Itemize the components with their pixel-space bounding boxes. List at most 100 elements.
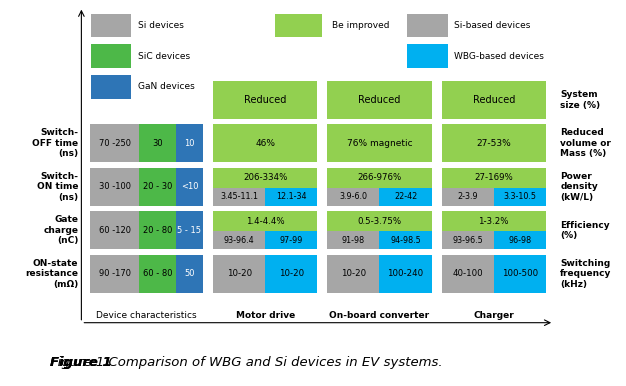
- Text: 96-98: 96-98: [508, 236, 531, 245]
- Bar: [494, 255, 546, 293]
- Text: 1.4-4.4%: 1.4-4.4%: [246, 217, 285, 226]
- Text: 27-169%: 27-169%: [475, 173, 513, 182]
- Bar: [213, 168, 317, 188]
- Text: 266-976%: 266-976%: [357, 173, 402, 182]
- Text: On-board converter: On-board converter: [329, 312, 429, 320]
- Bar: [90, 211, 140, 249]
- Text: 20 - 30: 20 - 30: [143, 182, 172, 191]
- Text: 60 - 80: 60 - 80: [143, 269, 172, 278]
- Text: GaN devices: GaN devices: [138, 82, 195, 91]
- Bar: [441, 188, 494, 206]
- Text: 5 - 15: 5 - 15: [177, 226, 202, 235]
- Bar: [176, 255, 203, 293]
- Text: 206-334%: 206-334%: [243, 173, 287, 182]
- Bar: [265, 255, 317, 293]
- Bar: [327, 255, 379, 293]
- Text: Switch-
OFF time
(ns): Switch- OFF time (ns): [32, 129, 78, 158]
- Bar: [327, 231, 379, 249]
- Text: WBG-based devices: WBG-based devices: [454, 52, 544, 61]
- Bar: [90, 168, 140, 206]
- Text: 76% magnetic: 76% magnetic: [347, 139, 413, 148]
- Bar: [90, 124, 140, 163]
- Text: Switch-
ON time
(ns): Switch- ON time (ns): [37, 172, 78, 202]
- Bar: [265, 188, 317, 206]
- Text: 93-96.4: 93-96.4: [224, 236, 255, 245]
- Text: 46%: 46%: [255, 139, 275, 148]
- Bar: [140, 124, 176, 163]
- Text: 10-20: 10-20: [279, 269, 304, 278]
- Bar: [176, 211, 203, 249]
- Bar: [379, 231, 431, 249]
- Text: Be improved: Be improved: [332, 21, 389, 30]
- Text: 12.1-34: 12.1-34: [276, 192, 307, 201]
- Text: 91-98: 91-98: [342, 236, 365, 245]
- Bar: [441, 168, 546, 188]
- Text: <10: <10: [181, 182, 198, 191]
- Bar: [441, 81, 546, 119]
- Text: Switching
frequency
(kHz): Switching frequency (kHz): [560, 259, 612, 289]
- Text: ON-state
resistance
(mΩ): ON-state resistance (mΩ): [25, 259, 78, 289]
- Text: Figure 1 Comparison of WBG and Si devices in EV systems.: Figure 1 Comparison of WBG and Si device…: [50, 356, 443, 369]
- Bar: [327, 168, 431, 188]
- Text: 27-53%: 27-53%: [476, 139, 511, 148]
- Text: 3.3-10.5: 3.3-10.5: [503, 192, 536, 201]
- Text: 20 - 80: 20 - 80: [143, 226, 172, 235]
- Bar: [213, 81, 317, 119]
- Text: 2-3.9: 2-3.9: [458, 192, 478, 201]
- Bar: [407, 14, 448, 37]
- Bar: [379, 255, 431, 293]
- Text: Figure 1: Figure 1: [50, 356, 112, 369]
- Text: 3.45-11.1: 3.45-11.1: [220, 192, 258, 201]
- Text: Figure 1: Figure 1: [50, 356, 112, 369]
- Text: 10: 10: [184, 139, 195, 148]
- Text: Motor drive: Motor drive: [235, 312, 295, 320]
- Bar: [91, 75, 131, 98]
- Bar: [327, 188, 379, 206]
- Text: 3.9-6.0: 3.9-6.0: [339, 192, 367, 201]
- Text: Device characteristics: Device characteristics: [96, 312, 197, 320]
- Bar: [327, 81, 431, 119]
- Text: Reduced: Reduced: [358, 95, 401, 105]
- Text: Efficiency
(%): Efficiency (%): [560, 221, 610, 240]
- Text: Si devices: Si devices: [138, 21, 183, 30]
- Text: 93-96.5: 93-96.5: [453, 236, 483, 245]
- Text: 30 -100: 30 -100: [98, 182, 130, 191]
- Text: 22-42: 22-42: [394, 192, 417, 201]
- Bar: [494, 231, 546, 249]
- Text: Power
density
(kW/L): Power density (kW/L): [560, 172, 598, 202]
- Bar: [327, 124, 431, 163]
- Text: 1-3.2%: 1-3.2%: [478, 217, 509, 226]
- Text: Si-based devices: Si-based devices: [454, 21, 530, 30]
- Bar: [213, 231, 265, 249]
- Text: 94-98.5: 94-98.5: [390, 236, 421, 245]
- Bar: [441, 124, 546, 163]
- Bar: [213, 211, 317, 231]
- Bar: [441, 211, 546, 231]
- Text: Reduced
volume or
Mass (%): Reduced volume or Mass (%): [560, 129, 611, 158]
- Bar: [176, 124, 203, 163]
- Bar: [407, 44, 448, 68]
- Bar: [441, 231, 494, 249]
- Bar: [213, 188, 265, 206]
- Text: 90 -170: 90 -170: [98, 269, 130, 278]
- Text: 100-500: 100-500: [502, 269, 538, 278]
- Text: System
size (%): System size (%): [560, 90, 600, 110]
- Text: 10-20: 10-20: [227, 269, 252, 278]
- Text: Reduced: Reduced: [473, 95, 515, 105]
- Bar: [379, 188, 431, 206]
- Bar: [441, 255, 494, 293]
- Text: 97-99: 97-99: [280, 236, 303, 245]
- Text: 50: 50: [184, 269, 195, 278]
- Text: 60 -120: 60 -120: [98, 226, 130, 235]
- Bar: [213, 124, 317, 163]
- Text: SiC devices: SiC devices: [138, 52, 190, 61]
- Bar: [90, 255, 140, 293]
- Text: 100-240: 100-240: [387, 269, 424, 278]
- Bar: [213, 255, 265, 293]
- Text: 10-20: 10-20: [341, 269, 366, 278]
- Bar: [140, 255, 176, 293]
- Bar: [140, 168, 176, 206]
- Bar: [494, 188, 546, 206]
- Bar: [327, 211, 431, 231]
- Bar: [91, 44, 131, 68]
